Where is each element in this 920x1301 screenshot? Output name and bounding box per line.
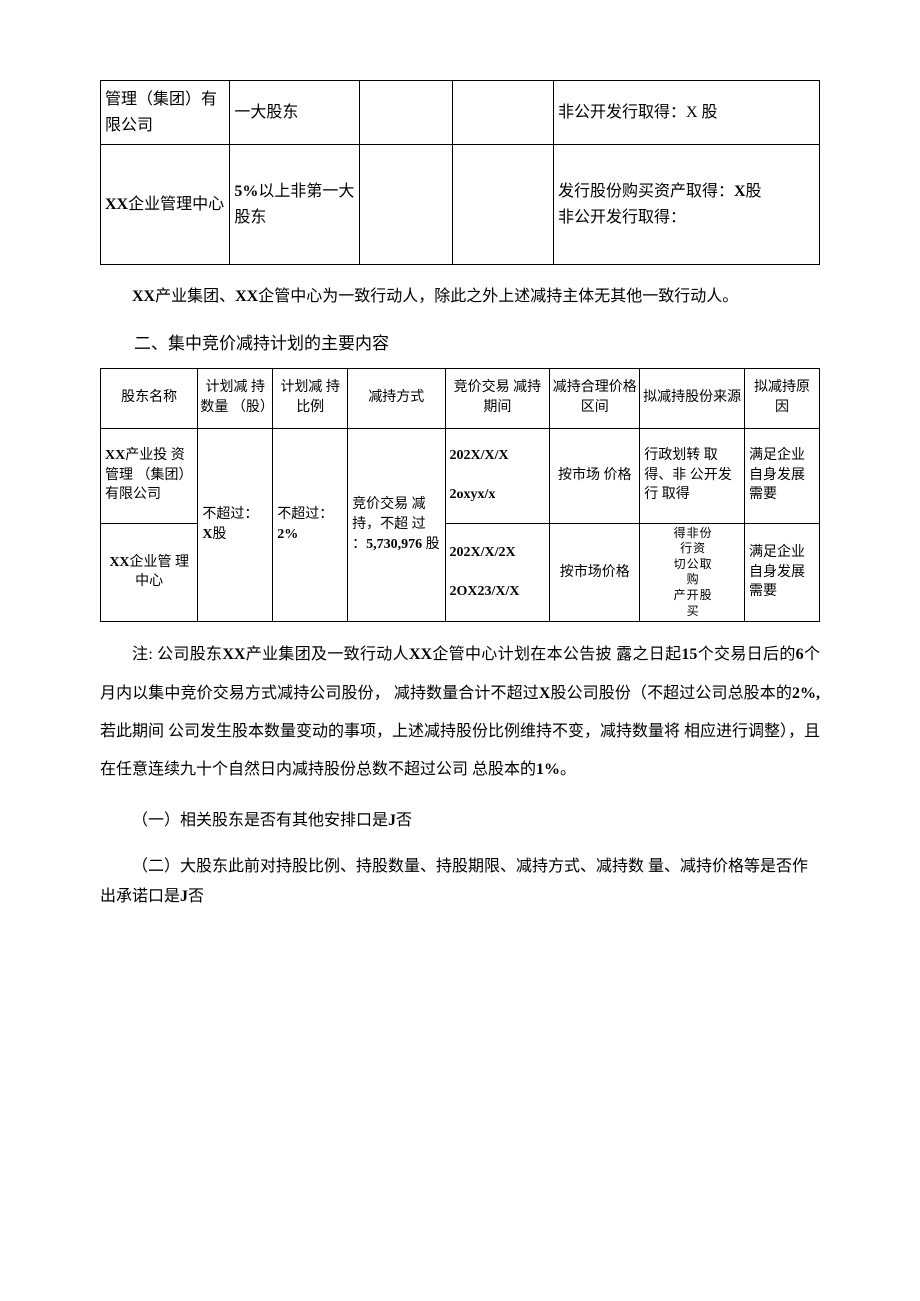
cell-source: 非公开发行取得：X 股 xyxy=(553,81,819,145)
cell-empty xyxy=(359,81,452,145)
cell-empty xyxy=(453,81,554,145)
cell-entity: XX企业管理中心 xyxy=(101,145,230,265)
cell-empty xyxy=(453,145,554,265)
cell-entity: 管理（集团）有限公司 xyxy=(101,81,230,145)
cell-price: 按市场价格 xyxy=(550,523,640,622)
table-row: 管理（集团）有限公司 一大股东 非公开发行取得：X 股 xyxy=(101,81,820,145)
cell-source: 得 非 份 行 资 切 公 取 购 产 开 股 买 xyxy=(640,523,745,622)
col-header: 计划减 持数量 （股） xyxy=(198,368,273,428)
cell-ratio: 不超过：2% xyxy=(273,428,348,622)
col-header: 拟减持原因 xyxy=(745,368,820,428)
cell-reason: 满足企业自身发展需要 xyxy=(745,523,820,622)
table-row: XX产业投 资管理 （集团） 有限公司 不超过： X股 不超过：2% 竞价交易 … xyxy=(101,428,820,523)
col-header: 拟减持股份来源 xyxy=(640,368,745,428)
col-header: 减持方式 xyxy=(348,368,445,428)
col-header: 股东名称 xyxy=(101,368,198,428)
table-row: XX企业管理中心 5%以上非第一大股东 发行股份购买资产取得：X股 非公开发行取… xyxy=(101,145,820,265)
reduction-plan-table: 股东名称 计划减 持数量 （股） 计划减 持比例 减持方式 竞价交易 减持期间 … xyxy=(100,368,820,623)
paragraph-consistent-actors: XX产业集团、XX企管中心为一致行动人，除此之外上述减持主体无其他一致行动人。 xyxy=(100,279,820,314)
cell-method: 竞价交易 减持，不超 过 ：5,730,976 股 xyxy=(348,428,445,622)
cell-source: 行政划转 取得、非 公开发行 取得 xyxy=(640,428,745,523)
cell-period: 202X/X/2X 2OX23/X/X xyxy=(445,523,550,622)
cell-price: 按市场 价格 xyxy=(550,428,640,523)
cell-source: 发行股份购买资产取得：X股 非公开发行取得： xyxy=(553,145,819,265)
cell-empty xyxy=(359,145,452,265)
table-header-row: 股东名称 计划减 持数量 （股） 计划减 持比例 减持方式 竞价交易 减持期间 … xyxy=(101,368,820,428)
col-header: 竞价交易 减持期间 xyxy=(445,368,550,428)
cell-name: XX企业管 理中心 xyxy=(101,523,198,622)
cell-period: 202X/X/X 2oxyx/x xyxy=(445,428,550,523)
subsection-2: （二）大股东此前对持股比例、持股数量、持股期限、减持方式、减持数 量、减持价格等… xyxy=(100,852,820,913)
cell-qty: 不超过： X股 xyxy=(198,428,273,622)
cell-type: 5%以上非第一大股东 xyxy=(230,145,359,265)
note-paragraph: 注: 公司股东XX产业集团及一致行动人XX企管中心计划在本公告披 露之日起15个… xyxy=(100,636,820,790)
cell-name: XX产业投 资管理 （集团） 有限公司 xyxy=(101,428,198,523)
subsection-1: （一）相关股东是否有其他安排口是J否 xyxy=(100,806,820,836)
col-header: 计划减 持比例 xyxy=(273,368,348,428)
shareholder-table-1: 管理（集团）有限公司 一大股东 非公开发行取得：X 股 XX企业管理中心 5%以… xyxy=(100,80,820,265)
section-heading-2: 二、集中竞价减持计划的主要内容 xyxy=(100,330,820,357)
col-header: 减持合理价格区间 xyxy=(550,368,640,428)
cell-type: 一大股东 xyxy=(230,81,359,145)
cell-reason: 满足企业自身发展需要 xyxy=(745,428,820,523)
